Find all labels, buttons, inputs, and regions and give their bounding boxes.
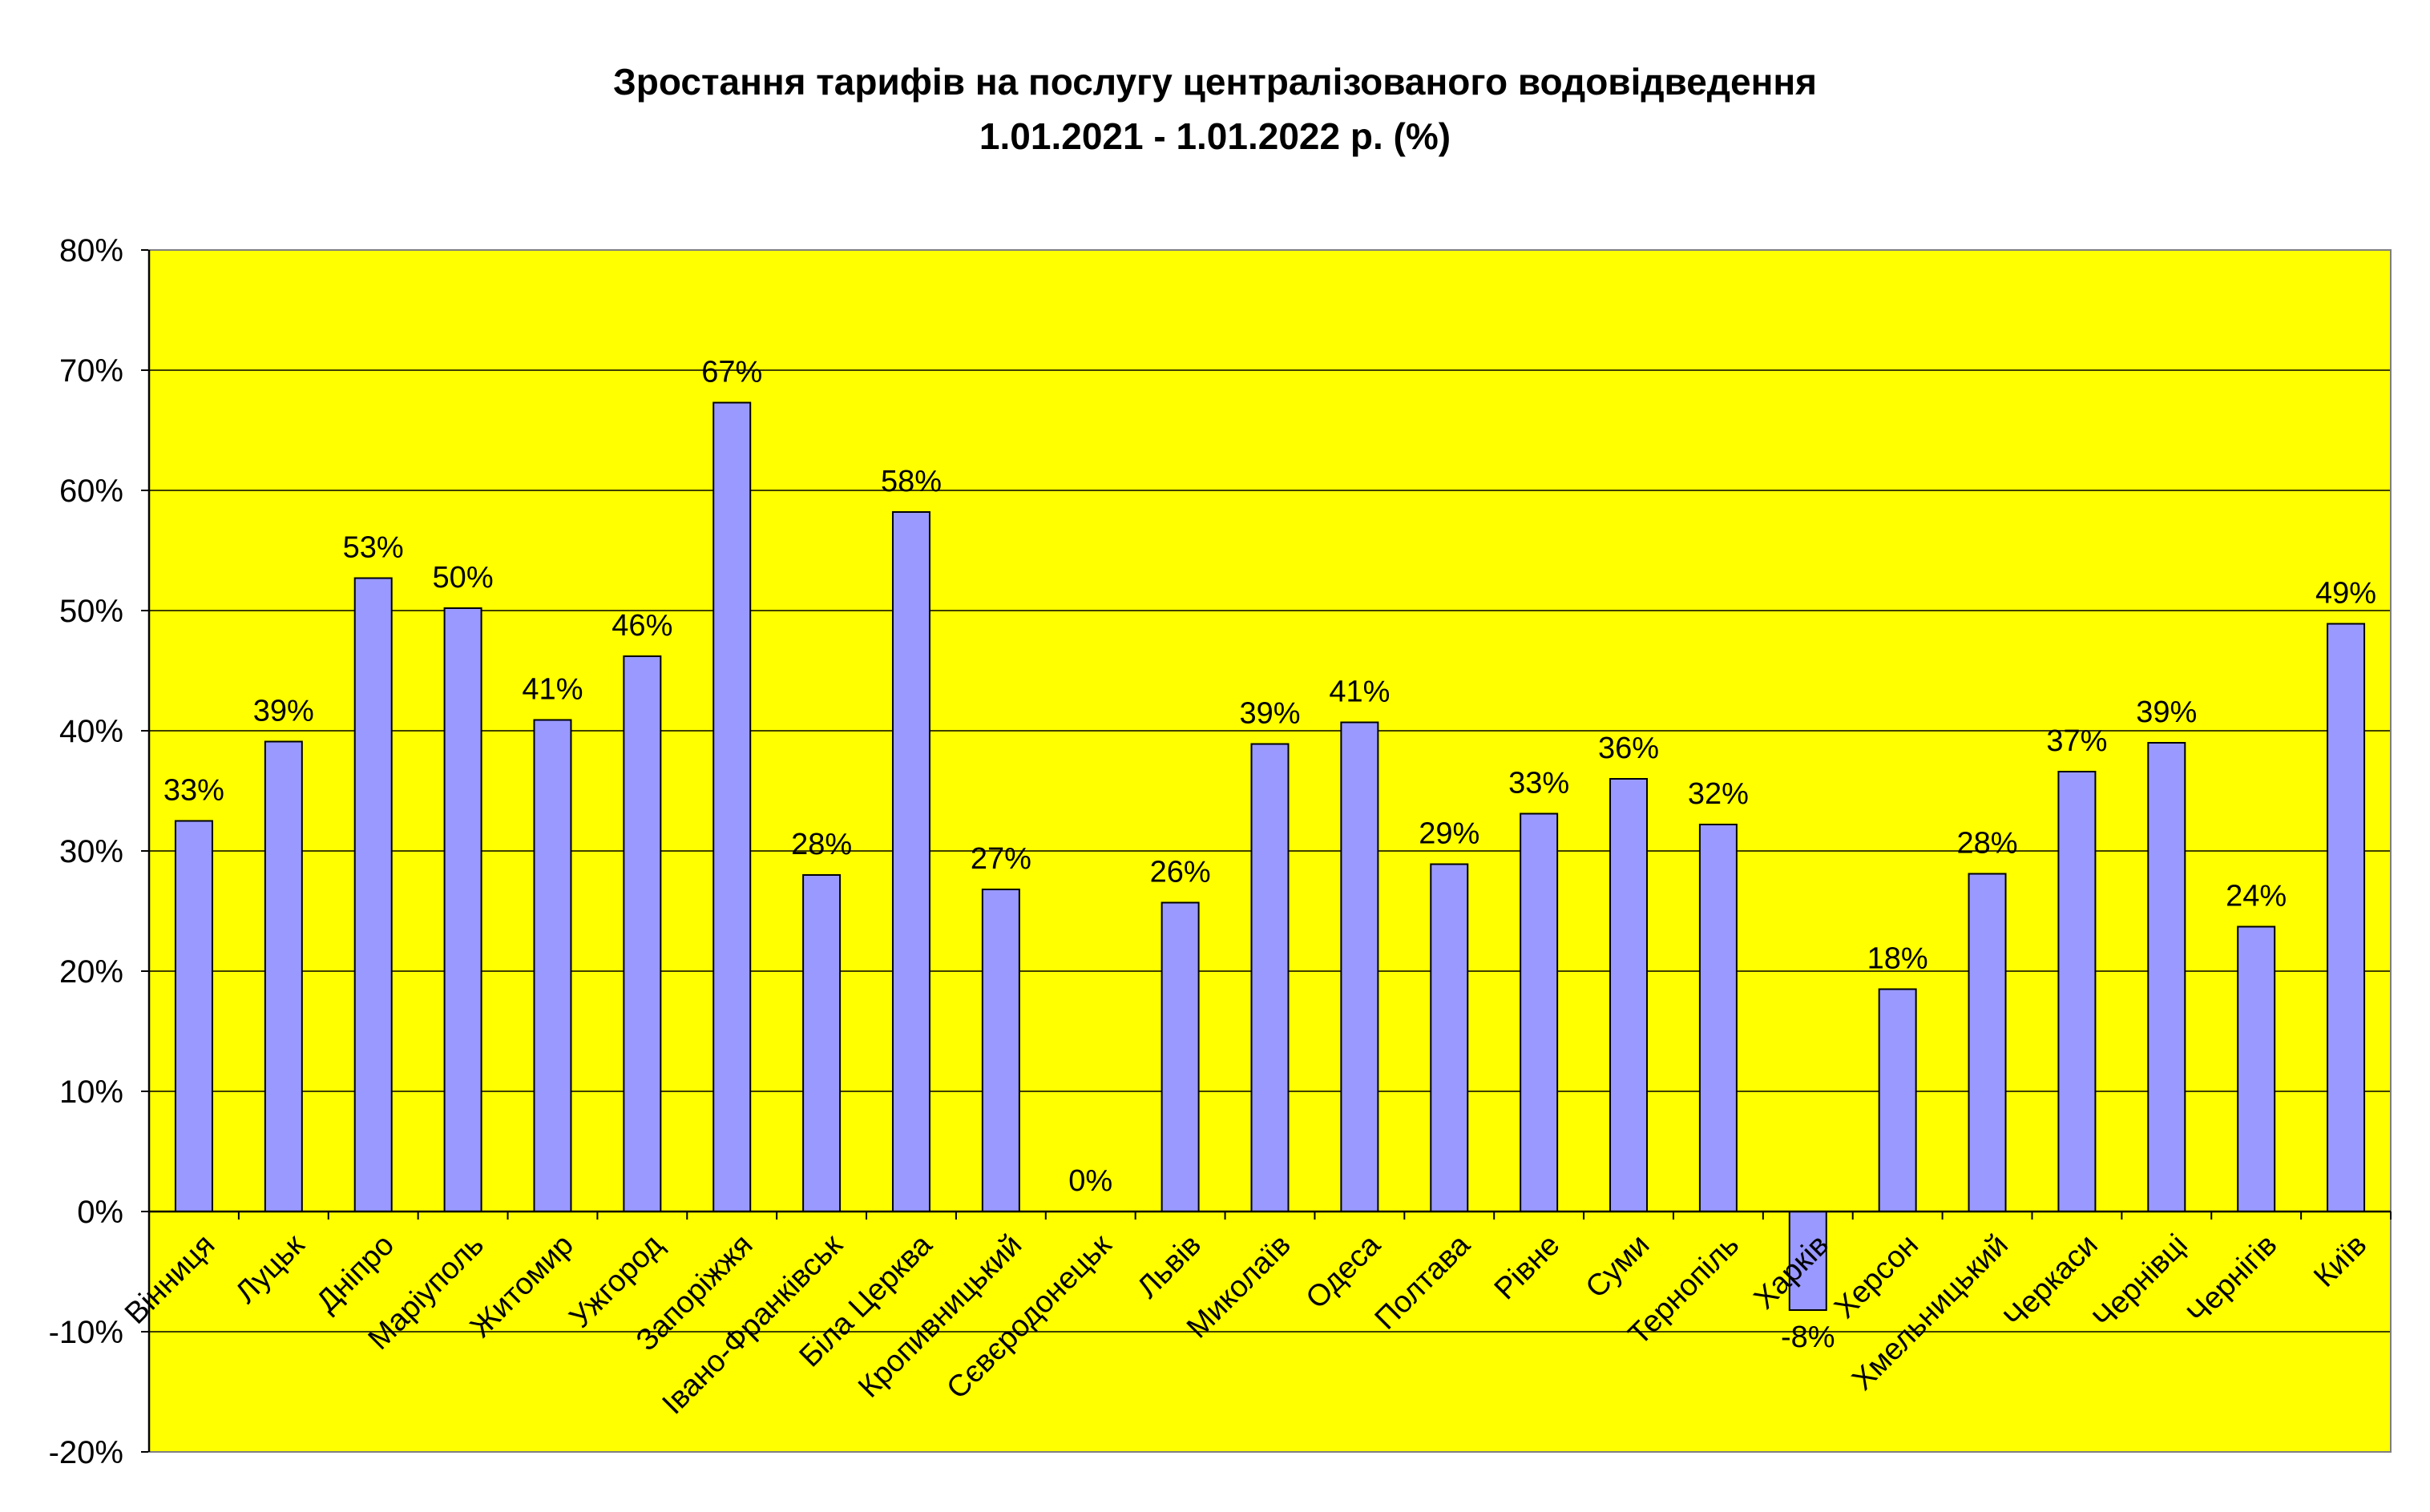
data-label: 46%	[612, 609, 672, 643]
bar	[802, 874, 842, 1212]
bar	[1340, 721, 1379, 1212]
bar	[264, 740, 303, 1212]
bar	[2327, 623, 2366, 1212]
bar	[2147, 742, 2186, 1212]
data-label: 41%	[522, 673, 583, 707]
data-label: 32%	[1688, 777, 1749, 811]
data-label: 39%	[2136, 696, 2197, 729]
data-label: 39%	[253, 695, 314, 728]
data-label: 28%	[791, 828, 852, 861]
bar	[533, 719, 572, 1212]
data-label: 33%	[163, 774, 224, 808]
bar	[1430, 863, 1469, 1212]
y-tick-label: 20%	[59, 954, 123, 990]
bar	[1698, 824, 1738, 1212]
y-tick-label: 10%	[59, 1075, 123, 1110]
bar	[2057, 771, 2097, 1212]
bar	[174, 820, 213, 1212]
chart-title: Зростання тарифів на послугу централізов…	[0, 54, 2430, 163]
data-label: 18%	[1867, 942, 1928, 976]
bar	[1520, 812, 1559, 1212]
data-label: 41%	[1329, 675, 1390, 709]
bar	[1878, 988, 1917, 1212]
data-label: -8%	[1781, 1320, 1835, 1354]
chart-title-line1: Зростання тарифів на послугу централізов…	[612, 61, 1817, 103]
y-tick-label: -10%	[49, 1315, 123, 1350]
data-label: 39%	[1239, 697, 1300, 731]
bar	[712, 401, 752, 1212]
data-label: 0%	[1068, 1164, 1112, 1198]
bar	[623, 655, 662, 1212]
y-tick-label: 60%	[59, 474, 123, 509]
bar	[1788, 1211, 1827, 1311]
y-tick-label: 80%	[59, 233, 123, 268]
bar	[1161, 901, 1200, 1212]
y-tick-label: 40%	[59, 714, 123, 749]
bar	[1968, 873, 2007, 1212]
data-label: 24%	[2226, 880, 2287, 913]
bar	[2237, 925, 2276, 1212]
y-tick-label: 30%	[59, 834, 123, 869]
data-label: 67%	[701, 356, 762, 389]
data-label: 50%	[433, 561, 494, 595]
y-tick-label: 0%	[77, 1195, 123, 1230]
bar	[1609, 778, 1649, 1212]
data-label: 37%	[2046, 724, 2107, 758]
bar	[891, 511, 930, 1212]
chart-title-line2: 1.01.2021 - 1.01.2022 р. (%)	[979, 115, 1451, 157]
data-label: 36%	[1598, 732, 1659, 765]
data-label: 58%	[881, 465, 942, 498]
data-label: 49%	[2315, 577, 2376, 611]
bar	[443, 607, 482, 1212]
y-tick-label: -20%	[49, 1435, 123, 1470]
data-label: 26%	[1150, 856, 1211, 889]
bar	[1250, 743, 1290, 1212]
y-tick-label: 50%	[59, 594, 123, 629]
data-label: 29%	[1419, 817, 1479, 851]
y-tick-label: 70%	[59, 353, 123, 389]
data-label: 53%	[343, 531, 404, 565]
bar	[981, 889, 1020, 1212]
data-label: 33%	[1508, 767, 1569, 800]
data-label: 27%	[971, 842, 1031, 876]
bar	[353, 577, 393, 1212]
data-label: 28%	[1957, 827, 2018, 861]
